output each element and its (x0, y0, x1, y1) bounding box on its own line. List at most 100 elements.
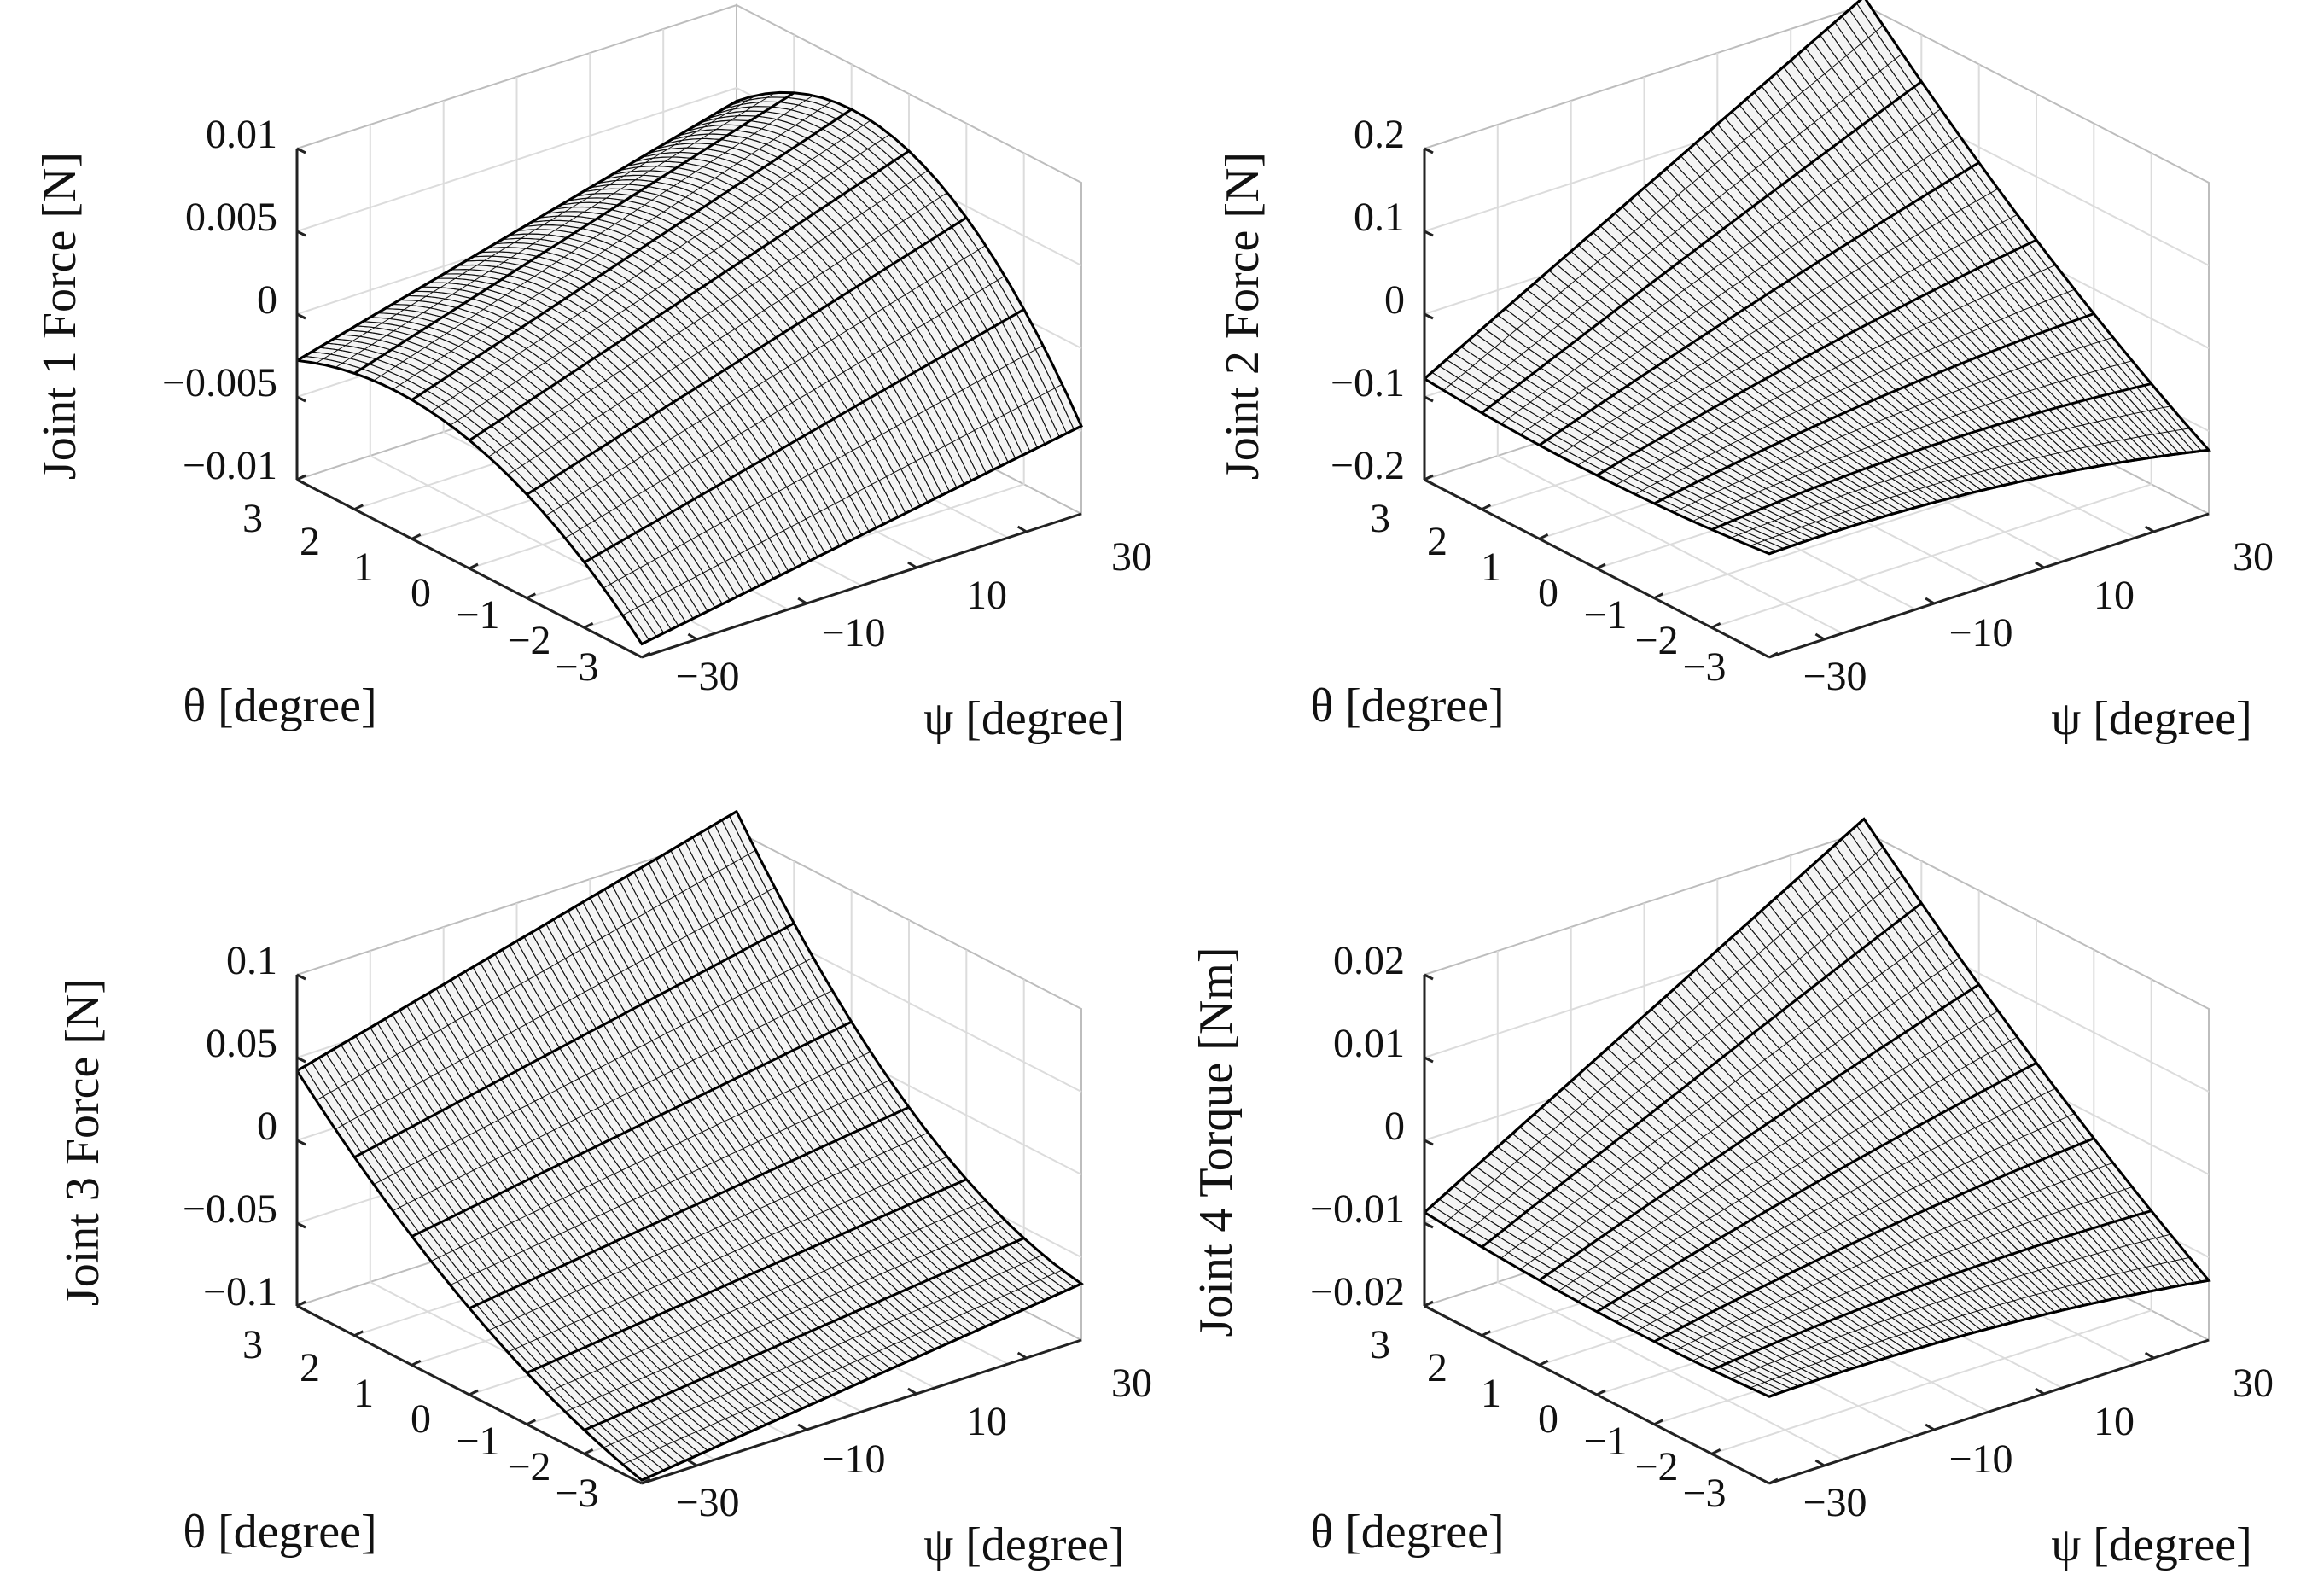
psi-tick-mark (2035, 1387, 2045, 1396)
psi-tick-label: −30 (1803, 654, 1867, 699)
z-tick-label: −0.1 (1331, 360, 1405, 405)
surface-contour-line (1711, 382, 2152, 531)
panel-2-z-tick-labels: −0.2 −0.1 0 0.1 0.2 (1331, 112, 1405, 488)
panel-1-z-axis-label: Joint 1 Force [N] (33, 152, 86, 480)
psi-tick-label: 10 (966, 573, 1007, 618)
psi-tick-mark (1814, 1459, 1826, 1467)
theta-tick-label: 0 (411, 570, 431, 615)
surface-contour-line (469, 149, 910, 442)
theta-tick-label: −3 (1682, 1471, 1726, 1516)
panel-1-axes (295, 147, 1082, 659)
surface-contour-line (526, 216, 968, 496)
psi-tick-mark (1925, 1423, 1935, 1431)
theta-tick-label: 3 (242, 1322, 263, 1367)
psi-tick-label: −10 (1948, 610, 2012, 656)
panel-1-surface (295, 90, 1083, 646)
surface-cells (296, 811, 1082, 1481)
psi-gridline (1496, 125, 1843, 634)
z-tick-label: 0.1 (226, 938, 277, 983)
theta-tick-mark (1768, 651, 1779, 659)
theta-tick-label: −2 (1634, 618, 1678, 663)
z-tick-label: 0.01 (206, 112, 277, 157)
psi-tick-label: 10 (966, 1399, 1007, 1444)
z-tick-label: 0 (1384, 1104, 1405, 1149)
theta-tick-mark (1653, 592, 1664, 600)
surface-contour-line (583, 308, 1025, 564)
psi-tick-mark (797, 1423, 807, 1431)
psi-axis-line (1768, 512, 2210, 659)
z-tick-label: 0.01 (1333, 1021, 1405, 1066)
panel-4-z-tick-labels: −0.02 −0.01 0 0.01 0.02 (1310, 938, 1405, 1314)
surface-outline (1424, 0, 2212, 556)
panel-1-z-tick-labels: −0.01 −0.005 0 0.005 0.01 (162, 112, 277, 488)
theta-tick-label: −2 (1634, 1444, 1678, 1489)
theta-tick-mark (469, 562, 479, 570)
theta-tick-label: −1 (456, 592, 499, 638)
theta-tick-label: 2 (1427, 519, 1447, 564)
z-tick-mark (1424, 312, 1434, 320)
psi-tick-label: 30 (2233, 1361, 2274, 1406)
panel-2-surface (1424, 0, 2212, 556)
surface-contour-line (1481, 80, 1923, 414)
panel-2-joint2-force: −0.2 −0.1 0 0.1 0.2 3 2 1 0 −1 −2 −3 −30… (1216, 0, 2274, 745)
psi-tick-mark (907, 1387, 917, 1396)
theta-tick-label: 0 (411, 1396, 431, 1442)
z-tick-mark (296, 395, 306, 403)
theta-tick-label: 1 (1481, 545, 1501, 590)
panel-3-surface (295, 809, 1084, 1482)
theta-tick-label: −1 (456, 1419, 499, 1464)
theta-tick-mark (296, 474, 306, 481)
z-tick-mark (1424, 395, 1434, 403)
panel-1-psi-tick-labels: −30 −10 10 30 (675, 534, 1152, 699)
z-tick-label: −0.2 (1331, 443, 1405, 488)
theta-tick-label: 1 (353, 545, 374, 590)
panel-2-z-axis-label: Joint 2 Force [N] (1216, 152, 1269, 480)
psi-tick-label: −30 (675, 654, 739, 699)
psi-tick-mark (1814, 632, 1826, 641)
panel-2-theta-axis-label: θ [degree] (1310, 679, 1504, 732)
panel-2-axes (1423, 147, 2210, 659)
psi-tick-label: 30 (1111, 1361, 1152, 1406)
z-tick-label: −0.01 (183, 443, 277, 488)
z-tick-label: 0.1 (1354, 195, 1405, 240)
theta-tick-label: 1 (353, 1371, 374, 1416)
z-tick-label: 0 (1384, 277, 1405, 323)
panel-3-theta-axis-label: θ [degree] (183, 1506, 376, 1559)
psi-tick-mark (1925, 597, 1935, 605)
panel-3-z-tick-labels: −0.1 −0.05 0 0.05 0.1 (183, 938, 277, 1314)
theta-tick-label: −2 (507, 1444, 550, 1489)
theta-tick-label: 2 (1427, 1345, 1447, 1390)
theta-tick-label: −2 (507, 618, 550, 663)
theta-tick-label: −1 (1583, 592, 1627, 638)
theta-tick-label: −3 (555, 644, 598, 690)
psi-tick-label: 10 (2094, 1399, 2135, 1444)
theta-tick-mark (1424, 474, 1434, 481)
panel-1-theta-axis-label: θ [degree] (183, 679, 376, 732)
z-tick-label: −0.01 (1310, 1186, 1405, 1232)
surface-contour-line (353, 91, 795, 375)
z-tick-label: −0.02 (1310, 1269, 1405, 1314)
panel-2-theta-tick-labels: 3 2 1 0 −1 −2 −3 (1370, 496, 1727, 690)
psi-tick-mark (2144, 1351, 2155, 1360)
psi-tick-mark (687, 1459, 698, 1467)
z-tick-label: −0.005 (162, 360, 277, 405)
theta-tick-label: −1 (1583, 1419, 1627, 1464)
surface-contour-line (1538, 161, 1980, 446)
surface-contour-line (1596, 238, 2037, 477)
panel-3-joint3-force: −0.1 −0.05 0 0.05 0.1 3 2 1 0 −1 −2 −3 −… (56, 809, 1152, 1571)
psi-tick-label: −30 (1803, 1480, 1867, 1525)
panel-1-joint1-force: −0.01 −0.005 0 0.005 0.01 3 2 1 0 −1 −2 … (33, 3, 1152, 745)
theta-tick-mark (1596, 562, 1606, 570)
theta-tick-mark (1538, 533, 1549, 540)
theta-tick-label: 2 (300, 519, 320, 564)
psi-tick-mark (797, 597, 807, 605)
psi-tick-label: −10 (821, 610, 885, 656)
z-tick-label: 0.005 (185, 195, 277, 240)
panel-4-theta-axis-label: θ [degree] (1310, 1506, 1504, 1559)
theta-tick-label: 3 (1370, 1322, 1390, 1367)
psi-tick-label: −10 (1948, 1437, 2012, 1482)
z-tick-label: −0.05 (183, 1186, 277, 1232)
z-tick-label: 0 (257, 1104, 277, 1149)
z-tick-label: 0 (257, 277, 277, 323)
